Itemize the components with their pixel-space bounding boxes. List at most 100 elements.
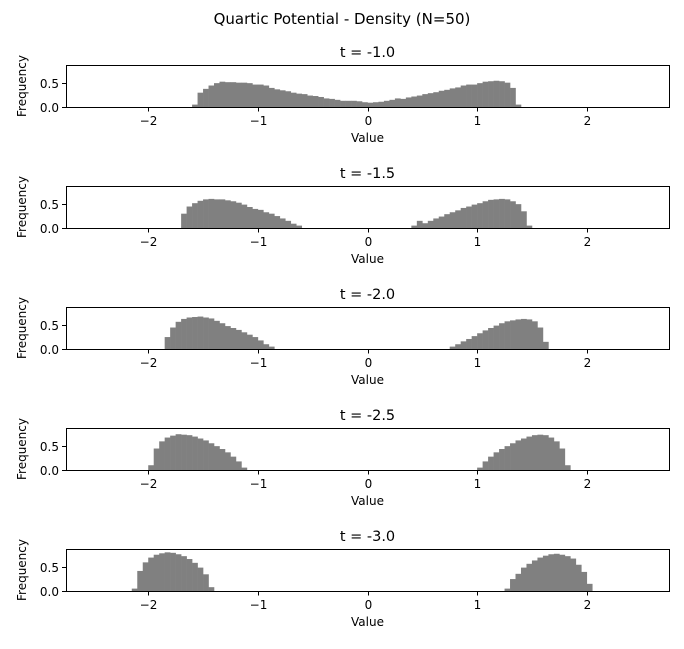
histogram-bar [257, 340, 264, 349]
histogram-bar [460, 341, 467, 349]
histogram-bar [471, 84, 478, 107]
histogram-bar [542, 555, 549, 591]
histogram-bar [477, 333, 483, 349]
histogram-bar [246, 334, 253, 349]
y-axis-label: Frequency [15, 539, 29, 601]
histogram-bar [488, 328, 494, 349]
histogram-bar [427, 220, 434, 228]
histogram-bar [493, 325, 500, 349]
histogram-bar [537, 434, 544, 470]
histogram-bar [510, 320, 516, 349]
histogram-bar [181, 213, 187, 228]
y-axis-label: Frequency [15, 176, 29, 238]
panel-3: t = -2.0 −2 −1 0 1 2 0.0 0.5 Value Frequency [15, 287, 670, 387]
histogram-bar [383, 100, 390, 107]
histogram-bar [290, 223, 297, 228]
histogram-bar [444, 89, 451, 107]
histogram-bar [433, 218, 440, 228]
histogram-bar [504, 82, 511, 107]
y-tick-label: 0.5 [40, 319, 59, 333]
histogram-bar [268, 213, 275, 228]
histogram-bar [192, 104, 198, 107]
histogram-bars [148, 434, 571, 470]
histogram-bar [526, 225, 533, 228]
panel-title: t = -1.5 [340, 166, 395, 182]
histogram-bar [427, 93, 434, 107]
histogram-bar [214, 199, 220, 228]
histogram-bar [170, 435, 176, 470]
histogram-bar [493, 80, 500, 107]
histogram-bar [224, 82, 231, 107]
panel-title: t = -2.5 [340, 408, 395, 424]
figure-title: Quartic Potential - Density (N=50) [214, 10, 471, 28]
histogram-bar [252, 208, 259, 228]
histogram-bar [455, 344, 461, 349]
y-tick-label: 0.5 [40, 561, 59, 575]
histogram-bar [170, 327, 176, 349]
histogram-bar [235, 329, 242, 349]
panel-1: t = -1.0 −2 −1 0 1 2 0.0 0.5 Value Frequency [15, 45, 670, 145]
histogram-bar [537, 327, 544, 349]
histogram-bar [351, 100, 357, 107]
y-tick-label: 0.5 [40, 77, 59, 91]
histogram-bar [274, 89, 281, 107]
histogram-bar [208, 85, 215, 107]
axes-frame [66, 186, 670, 229]
histogram-bar [241, 332, 248, 349]
histogram-bar [394, 98, 401, 107]
histogram-bar [263, 344, 270, 349]
histogram-bar [181, 434, 187, 470]
histogram-bar [510, 579, 516, 591]
histogram-bar [164, 437, 171, 470]
histogram-bar [290, 92, 297, 107]
histogram-bar [186, 206, 193, 228]
histogram-bar [197, 92, 204, 107]
histogram-bar [230, 328, 237, 349]
histogram-bar [285, 220, 292, 228]
histogram-bar [219, 81, 226, 107]
histogram-bar [548, 554, 555, 591]
histogram-bar [400, 98, 407, 107]
histogram-bar [235, 461, 242, 470]
x-tick-label: −2 [140, 477, 158, 491]
x-tick-label: −1 [250, 114, 268, 128]
histogram-bar [241, 204, 248, 228]
histogram-bar [586, 583, 593, 591]
x-axis-label: Value [351, 373, 384, 387]
histogram-bar [504, 588, 511, 591]
x-axis-label: Value [351, 494, 384, 508]
histogram-bar [504, 321, 511, 349]
axes-frame [66, 65, 670, 108]
histogram-bar [296, 93, 303, 107]
histogram-bar [241, 82, 248, 107]
histogram-bar [520, 438, 527, 470]
histogram-bar [564, 556, 571, 591]
histogram-bar [224, 200, 231, 228]
x-axis-label: Value [351, 252, 384, 266]
histogram-bar [455, 87, 461, 107]
histogram-bar [186, 435, 193, 470]
histogram-bar [553, 441, 560, 470]
histogram-bar [334, 99, 341, 107]
panel-4: t = -2.5 −2 −1 0 1 2 0.0 0.5 Value Frequency [15, 408, 670, 508]
histogram-bar [422, 94, 429, 107]
histogram-bar [159, 441, 165, 470]
histogram-bar [515, 319, 522, 349]
histogram-bar [285, 91, 292, 107]
histogram-bar [268, 346, 275, 349]
histogram-bar [263, 212, 270, 228]
histogram-bar [466, 338, 472, 349]
histogram-bar [537, 557, 544, 591]
histogram-bar [224, 326, 231, 349]
x-tick-label: −1 [250, 235, 268, 249]
histogram-bar [526, 319, 533, 349]
x-tick-label: 2 [584, 356, 592, 370]
histogram-bar [214, 83, 220, 107]
histogram-bar [477, 203, 483, 228]
histogram-bar [318, 96, 324, 107]
histogram-bar [252, 337, 259, 349]
x-axis-label: Value [351, 131, 384, 145]
histogram-bars [181, 198, 533, 228]
histogram-bars [131, 552, 593, 591]
histogram-bar [340, 100, 346, 107]
